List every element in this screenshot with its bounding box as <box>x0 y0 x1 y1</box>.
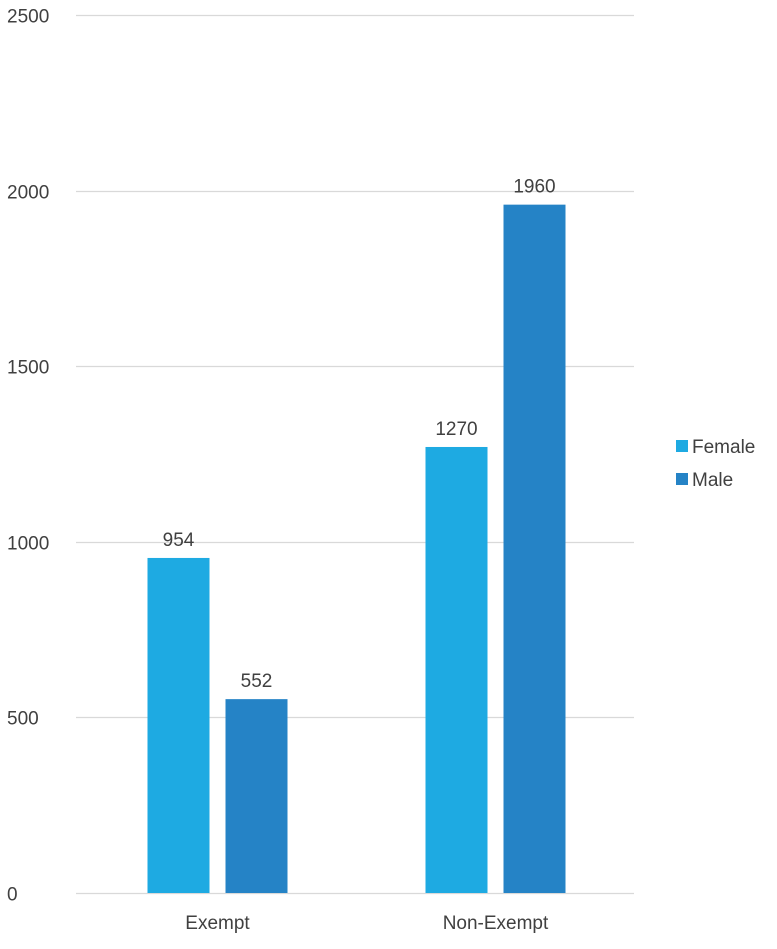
y-tick-label: 2500 <box>7 7 49 28</box>
legend-swatch <box>676 440 688 452</box>
y-tick-label: 500 <box>7 709 39 730</box>
data-label: 1960 <box>513 177 555 198</box>
data-label: 1270 <box>435 419 477 440</box>
y-tick-label: 1000 <box>7 534 49 555</box>
bar-male-non-exempt <box>503 204 566 893</box>
y-tick-label: 2000 <box>7 183 49 204</box>
bar-male-exempt <box>225 699 288 893</box>
y-tick-label: 0 <box>7 885 18 906</box>
y-axis-ticks: 0 500 1000 1500 2000 2500 <box>7 7 49 906</box>
bars <box>147 204 566 893</box>
y-tick-label: 1500 <box>7 358 49 379</box>
bar-female-exempt <box>147 557 210 893</box>
x-tick-label: Exempt <box>185 913 250 934</box>
data-label: 552 <box>241 671 273 692</box>
legend-label: Male <box>692 470 733 491</box>
legend-swatch <box>676 473 688 485</box>
x-tick-label: Non-Exempt <box>443 913 549 934</box>
x-axis-ticks: Exempt Non-Exempt <box>185 913 549 934</box>
bar-female-non-exempt <box>425 446 488 893</box>
data-label: 954 <box>163 530 195 551</box>
legend-label: Female <box>692 437 755 458</box>
legend: Female Male <box>676 437 755 491</box>
data-labels: 954 1270 552 1960 <box>163 177 556 692</box>
